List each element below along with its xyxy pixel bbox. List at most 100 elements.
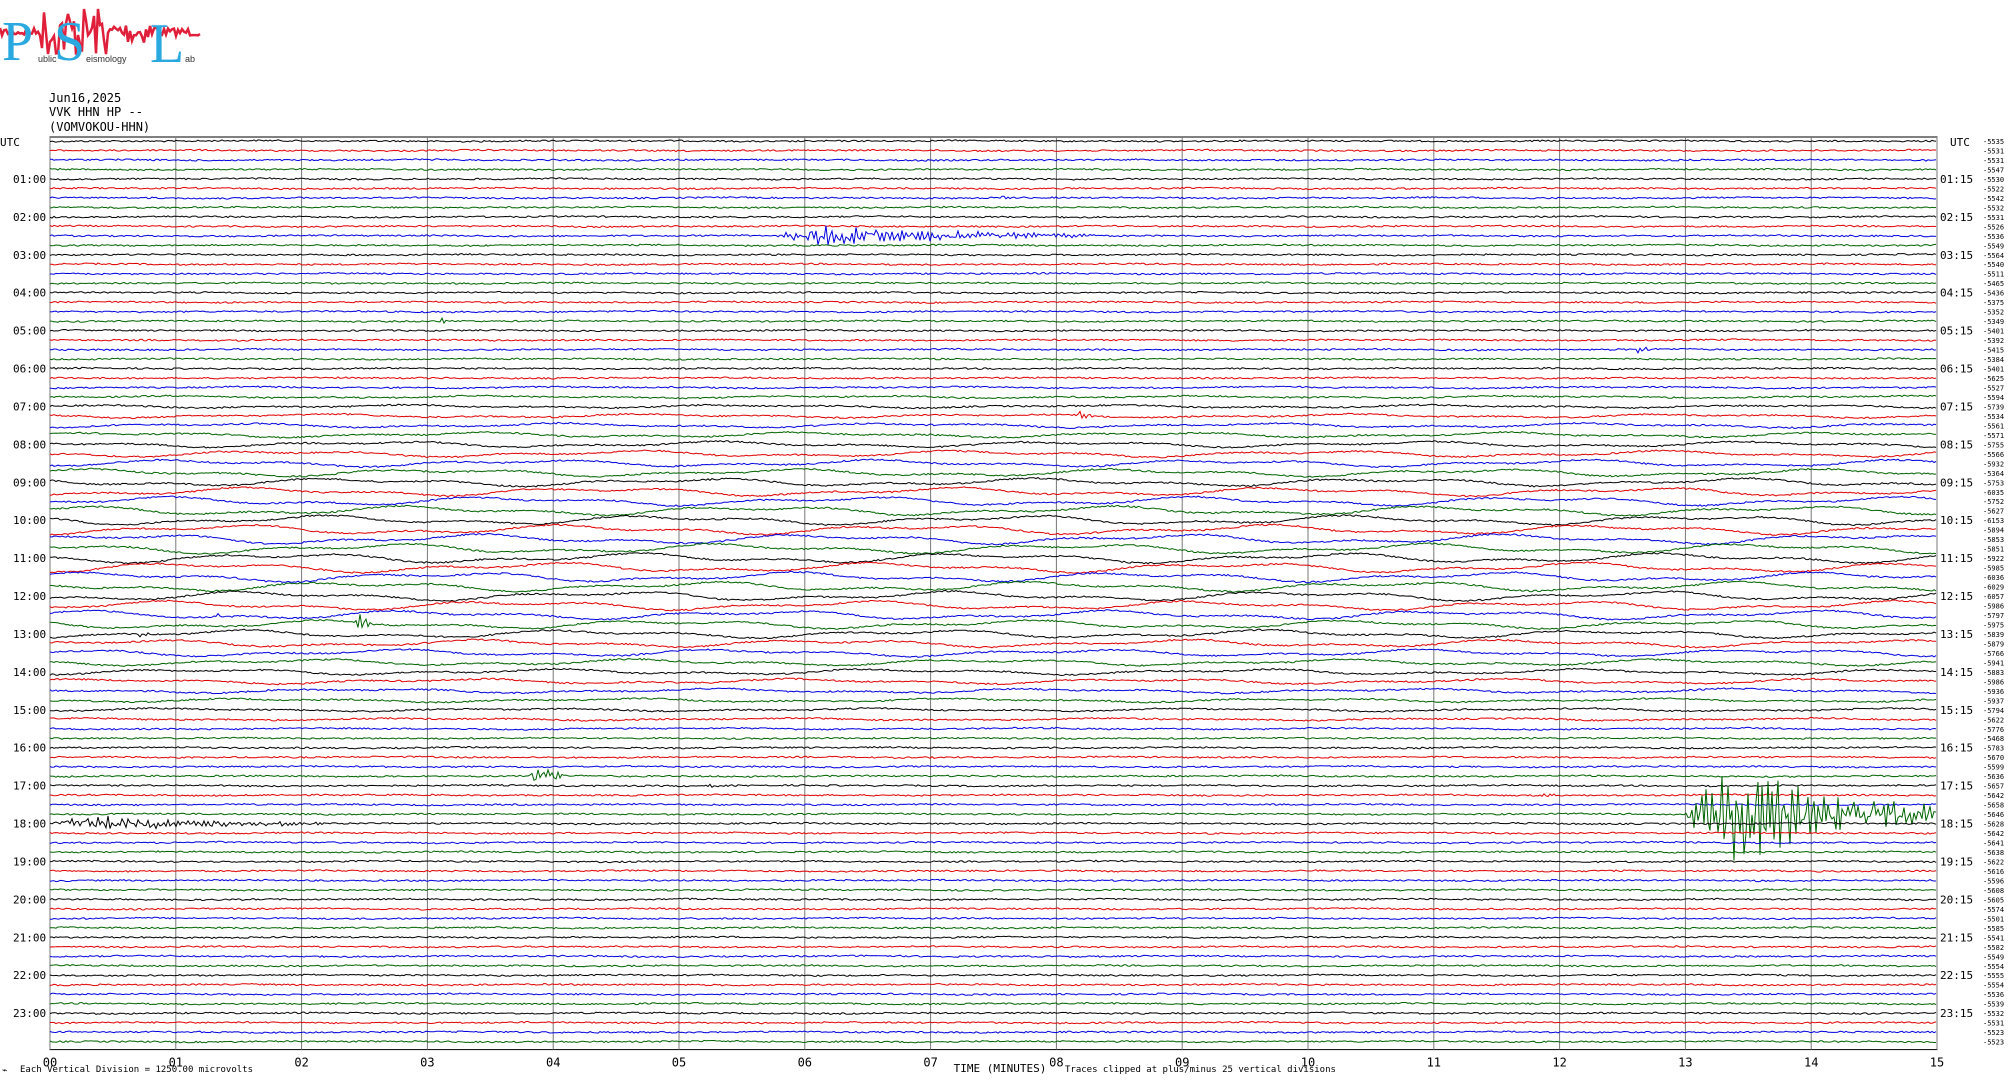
- trace-row: [50, 974, 1936, 976]
- x-axis-label: TIME (MINUTES): [954, 1062, 1047, 1075]
- trace-row: [50, 404, 1936, 409]
- trace-offset-value: -5670: [1983, 754, 2004, 762]
- trace-row: [50, 590, 1936, 601]
- x-tick-label: 08: [1049, 1056, 1063, 1070]
- trace-offset-value: -5985: [1983, 565, 2004, 573]
- hour-label-right: 02:15: [1940, 211, 1973, 224]
- trace-offset-value: -5657: [1983, 783, 2004, 791]
- trace-offset-value: -5531: [1983, 1020, 2004, 1028]
- trace-offset-value: -5539: [1983, 1001, 2004, 1009]
- trace-row: [50, 708, 1936, 713]
- trace-row: [50, 955, 1936, 957]
- trace-offset-value: -5392: [1983, 337, 2004, 345]
- hour-label-right: 07:15: [1940, 400, 1973, 413]
- hour-label-left: 01:00: [13, 173, 46, 186]
- hour-label-right: 01:15: [1940, 173, 1973, 186]
- trace-row: [50, 600, 1936, 611]
- trace-row: [50, 658, 1936, 666]
- trace-row: [50, 524, 1936, 535]
- scale-note-icon: ⌁: [2, 1066, 7, 1076]
- trace-offset-value: -5536: [1983, 991, 2004, 999]
- trace-row: [50, 292, 1936, 294]
- hour-label-right: 13:15: [1940, 628, 1973, 641]
- trace-row: [50, 263, 1936, 265]
- x-tick-label: 12: [1552, 1056, 1566, 1070]
- hour-label-left: 10:00: [13, 514, 46, 527]
- trace-row: [50, 776, 1936, 861]
- trace-row: [50, 717, 1936, 721]
- trace-offset-value: -6153: [1983, 517, 2004, 525]
- hour-label-right: 04:15: [1940, 287, 1973, 300]
- trace-offset-value: -5465: [1983, 280, 2004, 288]
- trace-offset-value: -5571: [1983, 432, 2004, 440]
- trace-offset-value: -5554: [1983, 963, 2004, 971]
- hour-label-left: 02:00: [13, 211, 46, 224]
- trace-row: [50, 737, 1936, 739]
- trace-row: [50, 765, 1936, 768]
- hour-label-right: 12:15: [1940, 590, 1973, 603]
- trace-row: [50, 816, 1936, 829]
- trace-row: [50, 377, 1936, 379]
- trace-row: [50, 487, 1936, 497]
- trace-offset-value: -5384: [1983, 356, 2004, 364]
- trace-row: [50, 698, 1936, 703]
- hour-label-left: 12:00: [13, 590, 46, 603]
- trace-row: [50, 965, 1936, 967]
- trace-row: [50, 1021, 1936, 1024]
- trace-row: [50, 412, 1936, 419]
- scale-note: Each Vertical Division = 1250.00 microvo…: [20, 1065, 253, 1075]
- trace-offset-value: -5627: [1983, 508, 2004, 516]
- trace-offset-value: -5636: [1983, 773, 2004, 781]
- trace-offset-value: -5349: [1983, 318, 2004, 326]
- hour-label-right: 21:15: [1940, 931, 1973, 944]
- trace-row: [50, 282, 1936, 284]
- trace-offset-value: -5839: [1983, 631, 2004, 639]
- hour-label-right: 14:15: [1940, 666, 1973, 679]
- hour-label-left: 15:00: [13, 704, 46, 717]
- hour-label-left: 11:00: [13, 552, 46, 565]
- trace-offset-value: -5599: [1983, 764, 2004, 772]
- trace-row: [50, 727, 1936, 730]
- hour-label-right: 10:15: [1940, 514, 1973, 527]
- trace-offset-value: -6029: [1983, 584, 2004, 592]
- trace-row: [50, 140, 1936, 142]
- trace-row: [50, 668, 1936, 675]
- trace-row: [50, 216, 1936, 218]
- trace-offset-value: -5932: [1983, 460, 2004, 468]
- hour-label-left: 04:00: [13, 287, 46, 300]
- trace-offset-value: -5922: [1983, 555, 2004, 563]
- hour-label-left: 06:00: [13, 363, 46, 376]
- trace-offset-value: -5937: [1983, 697, 2004, 705]
- x-tick-label: 07: [923, 1056, 937, 1070]
- trace-row: [50, 347, 1936, 353]
- trace-row: [50, 639, 1936, 648]
- trace-row: [50, 244, 1936, 246]
- trace-row: [50, 747, 1936, 750]
- trace-offset-value: -5766: [1983, 650, 2004, 658]
- hour-label-left: 16:00: [13, 742, 46, 755]
- trace-row: [50, 908, 1936, 910]
- trace-row: [50, 927, 1936, 929]
- trace-offset-value: -5561: [1983, 422, 2004, 430]
- trace-row: [50, 422, 1936, 428]
- trace-row: [50, 505, 1936, 516]
- hour-label-right: 15:15: [1940, 704, 1973, 717]
- hour-label-right: 16:15: [1940, 742, 1973, 755]
- trace-row: [50, 770, 1936, 781]
- trace-offset-value: -5753: [1983, 479, 2004, 487]
- trace-row: [50, 329, 1936, 332]
- trace-offset-value: -5797: [1983, 612, 2004, 620]
- trace-row: [50, 273, 1936, 276]
- trace-offset-value: -5641: [1983, 840, 2004, 848]
- trace-offset-value: -5739: [1983, 403, 2004, 411]
- trace-row: [50, 870, 1936, 872]
- trace-offset-value: -5936: [1983, 688, 2004, 696]
- trace-offset-value: -5941: [1983, 659, 2004, 667]
- trace-offset-value: -5527: [1983, 384, 2004, 392]
- trace-row: [50, 226, 1936, 245]
- trace-row: [50, 534, 1936, 545]
- hour-label-left: 08:00: [13, 438, 46, 451]
- hour-label-left: 17:00: [13, 780, 46, 793]
- trace-offset-value: -5642: [1983, 792, 2004, 800]
